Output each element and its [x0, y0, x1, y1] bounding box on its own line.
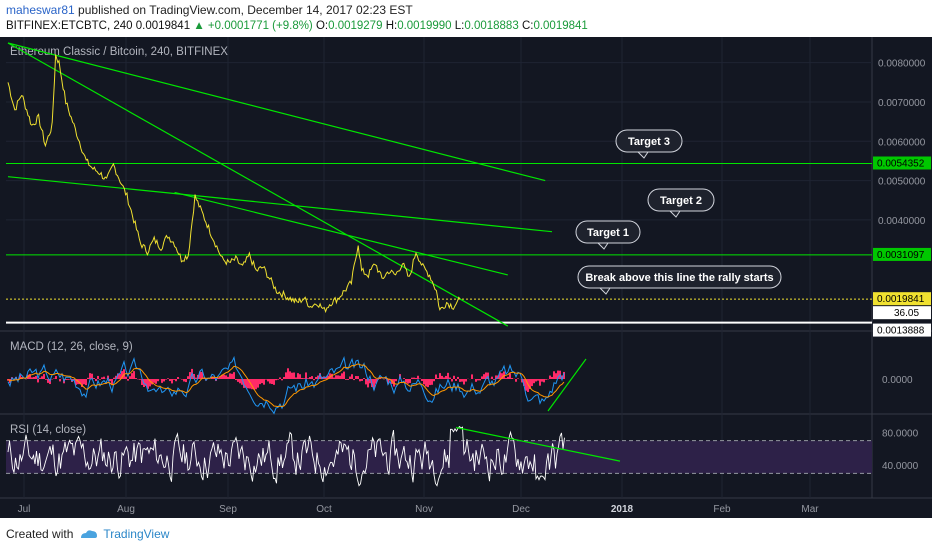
annotation-callout-bg — [615, 129, 683, 153]
close-label: C: — [521, 20, 534, 32]
change-value: +0.0001771 (+9.8%) — [207, 20, 313, 32]
price-level-label: 0.0054352 — [877, 158, 925, 169]
time-tick-label: Jul — [18, 504, 31, 515]
publish-info: maheswar81 published on TradingView.com,… — [6, 3, 413, 17]
ohlc-header: BITFINEX:ETCBTC, 240 0.0019841 ▲ +0.0001… — [6, 20, 588, 32]
footer: Created with TradingView — [6, 527, 169, 541]
time-tick-label: Aug — [117, 504, 135, 515]
annotation-text: Target 1 — [587, 227, 629, 239]
countdown-label: 36.05 — [894, 308, 919, 319]
rsi-line — [7, 425, 565, 487]
price-level-label: 0.0031097 — [877, 250, 925, 261]
price-series-line — [7, 54, 461, 314]
trend-line — [7, 42, 509, 327]
price-tick-label: 0.0060000 — [878, 137, 926, 148]
rsi-trend-line — [455, 426, 621, 462]
trend-line — [7, 42, 546, 182]
rsi-title: RSI (14, close) — [10, 424, 86, 436]
price-level-label: 0.0019841 — [877, 294, 925, 305]
symbol-label: BITFINEX:ETCBTC, 240 — [6, 20, 133, 32]
low-value: 0.0018883 — [464, 20, 519, 32]
price-tick-label: 0.0070000 — [878, 98, 926, 109]
annotation-callout-pointer — [598, 287, 611, 295]
author-link[interactable]: maheswar81 — [6, 3, 75, 17]
price-level-label: 0.0013888 — [877, 326, 925, 337]
rsi-tick-label: 40.0000 — [882, 461, 919, 472]
price-tick-label: 0.0050000 — [878, 177, 926, 188]
time-tick-label: 2018 — [611, 504, 634, 515]
price-tick-label: 0.0040000 — [878, 216, 926, 227]
chart-svg[interactable]: Jul Aug Sep Oct Nov Dec 2018 Feb Mar 0.0080000 0.0… — [0, 37, 932, 518]
trend-line — [7, 176, 553, 233]
last-price: 0.0019841 — [135, 20, 191, 32]
time-tick-label: Feb — [713, 504, 731, 515]
tradingview-cloud-icon — [81, 530, 98, 538]
price-level-label-bg — [873, 156, 931, 170]
time-tick-label: Oct — [316, 504, 332, 515]
annotation-callout-bg — [577, 265, 782, 289]
time-tick-label: Mar — [801, 504, 819, 515]
open-value: 0.0019279 — [328, 20, 383, 32]
macd-trend-line — [547, 358, 587, 412]
annotation-callout-bg — [647, 188, 715, 212]
tradingview-brand: TradingView — [103, 527, 170, 541]
price-tick-label: 0.0080000 — [878, 59, 926, 70]
price-level-label-bg — [873, 247, 931, 261]
publish-text: published on TradingView.com, December 1… — [78, 3, 413, 17]
time-tick-label: Dec — [512, 504, 530, 515]
up-arrow-icon: ▲ — [193, 20, 205, 32]
annotation-callout-pointer — [596, 242, 609, 250]
created-with-text: Created with — [6, 527, 74, 541]
annotation-text: Target 3 — [628, 136, 670, 148]
annotation-text: Break above this line the rally starts — [585, 272, 773, 284]
time-tick-label: Nov — [415, 504, 433, 515]
price-level-label-bg — [873, 292, 931, 306]
chart-container[interactable]: Jul Aug Sep Oct Nov Dec 2018 Feb Mar 0.0080000 0.0… — [0, 37, 932, 518]
time-tick-label: Sep — [219, 504, 237, 515]
chart-title: Ethereum Classic / Bitcoin, 240, BITFINE… — [10, 46, 228, 58]
rsi-tick-label: 80.0000 — [882, 428, 919, 439]
countdown-label-bg — [873, 306, 931, 320]
macd-signal-line — [7, 363, 565, 408]
high-label: H: — [385, 20, 398, 32]
tradingview-logo[interactable]: TradingView — [79, 527, 169, 541]
low-label: L: — [454, 20, 465, 32]
open-label: O: — [315, 20, 329, 32]
annotation-callout-pointer — [668, 210, 681, 218]
annotation-text: Target 2 — [660, 195, 702, 207]
rsi-band-fill — [6, 440, 872, 474]
annotation-callout-pointer — [636, 151, 649, 159]
price-level-label-bg — [873, 323, 931, 337]
trend-line — [174, 191, 508, 276]
close-value: 0.0019841 — [533, 20, 588, 32]
macd-tick-label: 0.0000 — [882, 375, 913, 386]
high-value: 0.0019990 — [397, 20, 452, 32]
macd-title: MACD (12, 26, close, 9) — [10, 341, 133, 353]
